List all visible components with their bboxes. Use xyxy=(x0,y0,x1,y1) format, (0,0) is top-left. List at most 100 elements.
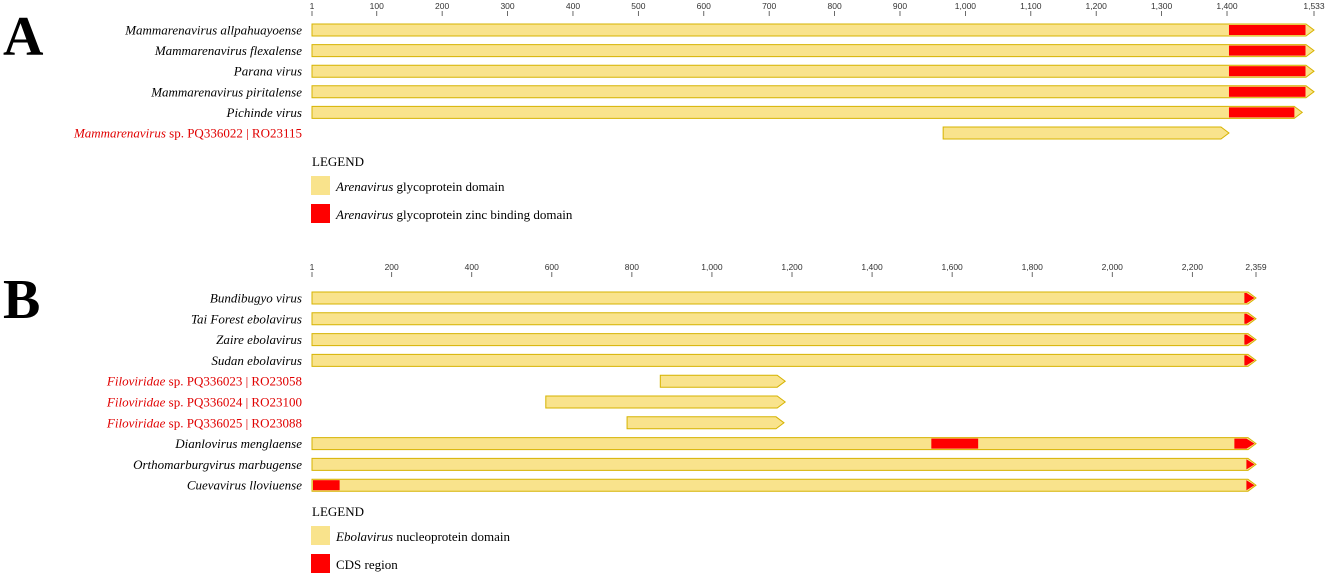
panel-b-highlight-region xyxy=(1234,438,1255,449)
panel-b-tick-label: 2,359 xyxy=(1245,262,1267,272)
panel-a-row: Pichinde virus xyxy=(226,105,1304,120)
row-label-italic: Pichinde virus xyxy=(226,105,302,120)
panel-a-row: Mammarenavirus flexalense xyxy=(154,43,1315,58)
panel-b-axis: 1 200 400 600 800 1,000 1,200 1,400 1,600 1,800 2,… xyxy=(310,262,1267,277)
panel-b-highlight-region xyxy=(1244,293,1255,303)
panel-a-highlight-region xyxy=(1228,107,1295,118)
panel-a-highlight-region xyxy=(1228,45,1306,56)
legend-b-title: LEGEND xyxy=(312,504,364,519)
legend-a-item-label: Arenavirus glycoprotein zinc binding dom… xyxy=(335,207,573,222)
panel-a-tick-label: 500 xyxy=(631,1,645,11)
legend-b-item-label: Ebolavirus nucleoprotein domain xyxy=(335,529,511,544)
panel-b-letter: B xyxy=(3,269,40,331)
panel-b-row: Tai Forest ebolavirus xyxy=(191,311,1257,326)
panel-a-tick-label: 700 xyxy=(762,1,776,11)
panel-b-domain-bar xyxy=(311,291,1257,305)
panel-a-highlight-region xyxy=(1228,66,1306,77)
legend-item-italic: Arenavirus xyxy=(335,207,393,222)
row-label-italic: Filoviridae xyxy=(106,395,166,410)
panel-b: B 1 200 400 600 800 1,000 1,200 1,400 1,600 1,800… xyxy=(3,262,1267,573)
panel-b-row: Filoviridae sp. PQ336024 | RO23100 xyxy=(106,395,787,410)
panel-a: A 1 100 200 300 400 500 600 700 800 900 1,000 1,100… xyxy=(3,1,1325,223)
panel-a-tick-label: 1,300 xyxy=(1151,1,1173,11)
panel-b-tick-label: 2,200 xyxy=(1182,262,1204,272)
panel-a-axis: 1 100 200 300 400 500 600 700 800 900 1,000 1,100 1,… xyxy=(310,1,1325,16)
panel-a-tick-label: 1,000 xyxy=(955,1,977,11)
panel-a-highlight-region xyxy=(1228,25,1306,35)
panel-a-domain-bar xyxy=(311,23,1315,37)
row-label-italic: Filoviridae xyxy=(106,415,166,430)
panel-b-row: Cuevavirus lloviuense xyxy=(187,478,1257,493)
legend-item-italic: Ebolavirus xyxy=(335,529,393,544)
panel-a-domain-bar xyxy=(311,44,1315,58)
panel-a-tick-label: 1,533 xyxy=(1303,1,1325,11)
legend-b-swatch xyxy=(311,526,330,545)
row-label-italic: Tai Forest ebolavirus xyxy=(191,311,302,326)
legend-a-title: LEGEND xyxy=(312,154,364,169)
panel-a-tick-label: 1 xyxy=(310,1,315,11)
panel-b-tick-label: 1,400 xyxy=(861,262,883,272)
panel-a-legend: LEGEND Arenavirus glycoprotein domainAre… xyxy=(311,154,573,223)
panel-b-row-label: Sudan ebolavirus xyxy=(211,353,302,368)
row-label-italic: Orthomarburgvirus marbugense xyxy=(133,457,302,472)
row-label-rest: sp. PQ336023 | RO23058 xyxy=(165,374,302,389)
panel-b-row-label: Filoviridae sp. PQ336023 | RO23058 xyxy=(106,374,302,389)
panel-a-tick-label: 1,100 xyxy=(1020,1,1042,11)
legend-a-swatch xyxy=(311,204,330,223)
panel-a-row-label: Mammarenavirus allpahuayoense xyxy=(124,23,302,38)
panel-b-row: Filoviridae sp. PQ336023 | RO23058 xyxy=(106,374,787,389)
panel-a-row: Mammarenavirus piritalense xyxy=(150,84,1315,99)
legend-b-item-label: CDS region xyxy=(336,557,398,572)
row-label-italic: Zaire ebolavirus xyxy=(216,332,302,347)
panel-b-row: Filoviridae sp. PQ336025 | RO23088 xyxy=(106,415,785,430)
panel-a-tick-label: 300 xyxy=(500,1,514,11)
panel-b-highlight-region xyxy=(1246,459,1255,470)
row-label-italic: Mammarenavirus allpahuayoense xyxy=(124,23,302,38)
panel-a-highlight-region xyxy=(1228,86,1306,97)
panel-b-row: Dianlovirus menglaense xyxy=(174,436,1257,451)
panel-b-highlight-region xyxy=(1244,313,1255,324)
row-label-italic: Cuevavirus lloviuense xyxy=(187,478,302,493)
panel-b-row: Bundibugyo virus xyxy=(210,291,1257,306)
panel-a-tick-label: 1,200 xyxy=(1086,1,1108,11)
panel-a-domain-bar xyxy=(311,105,1304,119)
panel-a-domain-bar xyxy=(311,64,1315,78)
panel-b-tick-label: 600 xyxy=(545,262,559,272)
panel-a-tick-label: 100 xyxy=(370,1,384,11)
row-label-italic: Dianlovirus menglaense xyxy=(174,436,302,451)
panel-a-row-label: Parana virus xyxy=(233,64,302,79)
panel-b-domain-bar xyxy=(311,437,1257,451)
panel-b-domain-bar xyxy=(311,312,1257,326)
panel-a-tick-label: 400 xyxy=(566,1,580,11)
panel-b-domain-bar xyxy=(311,457,1257,471)
row-label-italic: Parana virus xyxy=(233,64,302,79)
legend-item-rest: nucleoprotein domain xyxy=(393,529,510,544)
panel-b-highlight-region xyxy=(313,480,340,491)
legend-item-rest: CDS region xyxy=(336,557,398,572)
legend-item-rest: glycoprotein zinc binding domain xyxy=(393,207,573,222)
row-label-italic: Mammarenavirus flexalense xyxy=(154,43,302,58)
panel-b-highlight-region xyxy=(1244,334,1255,345)
row-label-italic: Filoviridae xyxy=(106,374,166,389)
panel-a-row-label: Mammarenavirus flexalense xyxy=(154,43,302,58)
panel-b-highlight-region xyxy=(1246,480,1255,491)
panel-b-row: Zaire ebolavirus xyxy=(216,332,1257,347)
panel-b-row-label: Orthomarburgvirus marbugense xyxy=(133,457,302,472)
panel-b-tick-label: 2,000 xyxy=(1102,262,1124,272)
panel-a-letter: A xyxy=(3,6,44,68)
panel-b-tick-label: 1 xyxy=(310,262,315,272)
panel-b-tick-label: 800 xyxy=(625,262,639,272)
panel-b-tick-label: 1,800 xyxy=(1022,262,1044,272)
panel-a-tick-label: 600 xyxy=(697,1,711,11)
panel-b-domain-bar xyxy=(311,478,1257,492)
panel-b-tick-label: 1,600 xyxy=(942,262,964,272)
row-label-italic: Bundibugyo virus xyxy=(210,291,302,306)
panel-b-row-label: Tai Forest ebolavirus xyxy=(191,311,302,326)
panel-b-domain-bar xyxy=(311,333,1257,347)
panel-b-highlight-region xyxy=(1244,355,1255,366)
row-label-italic: Mammarenavirus piritalense xyxy=(150,84,302,99)
panel-a-tick-label: 800 xyxy=(827,1,841,11)
panel-a-row: Parana virus xyxy=(233,64,1315,79)
panel-b-row-label: Bundibugyo virus xyxy=(210,291,302,306)
